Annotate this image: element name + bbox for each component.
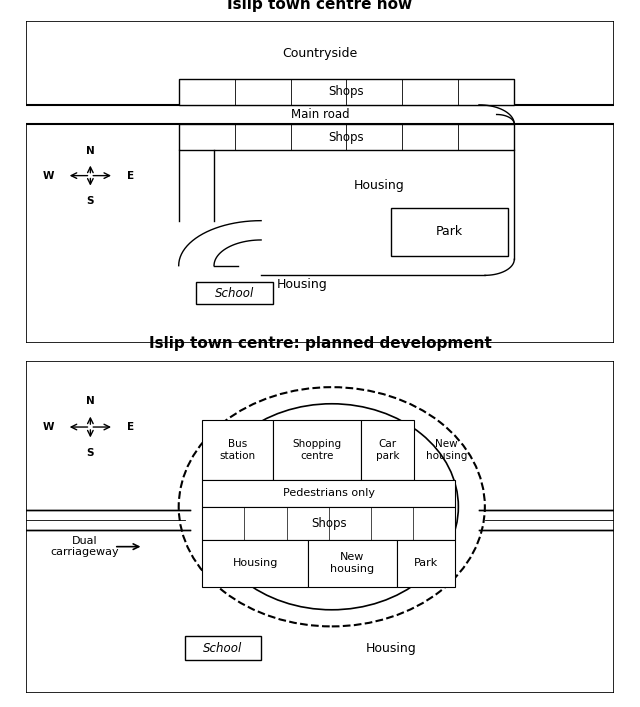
- Text: Park: Park: [414, 559, 438, 568]
- FancyBboxPatch shape: [196, 282, 273, 304]
- Text: Islip town centre now: Islip town centre now: [227, 0, 413, 11]
- FancyBboxPatch shape: [184, 636, 261, 660]
- Text: New
housing: New housing: [330, 552, 374, 574]
- Bar: [390, 208, 508, 256]
- Bar: [361, 421, 414, 480]
- Text: Shops: Shops: [311, 517, 347, 530]
- Text: E: E: [127, 422, 134, 432]
- Text: Countryside: Countryside: [282, 47, 358, 60]
- Text: N: N: [86, 146, 95, 156]
- Bar: [308, 540, 397, 587]
- Text: S: S: [86, 196, 94, 206]
- Bar: [202, 540, 308, 587]
- Text: Housing: Housing: [365, 641, 416, 655]
- Text: Pedestrians only: Pedestrians only: [283, 489, 375, 498]
- Text: Housing: Housing: [232, 559, 278, 568]
- Text: Islip town centre: planned development: Islip town centre: planned development: [148, 336, 492, 351]
- Text: N: N: [86, 397, 95, 407]
- Bar: [397, 540, 456, 587]
- Bar: [179, 79, 515, 105]
- Text: Main road: Main road: [291, 108, 349, 121]
- Bar: [202, 480, 456, 507]
- Text: S: S: [86, 448, 94, 457]
- Text: W: W: [42, 422, 54, 432]
- Text: Car
park: Car park: [376, 440, 399, 461]
- Bar: [179, 124, 515, 150]
- Text: Shopping
centre: Shopping centre: [292, 440, 342, 461]
- Text: E: E: [127, 170, 134, 180]
- Text: Park: Park: [436, 226, 463, 238]
- Text: Shops: Shops: [329, 86, 364, 98]
- Text: Housing: Housing: [277, 279, 328, 291]
- Ellipse shape: [205, 404, 458, 609]
- Bar: [202, 507, 456, 540]
- Bar: [273, 421, 361, 480]
- Text: Housing: Housing: [353, 179, 404, 192]
- Text: W: W: [42, 170, 54, 180]
- Text: Dual
carriageway: Dual carriageway: [50, 536, 119, 557]
- Text: Shops: Shops: [329, 131, 364, 144]
- Text: School: School: [204, 641, 243, 655]
- Bar: [202, 421, 273, 480]
- Text: New
housing: New housing: [426, 440, 467, 461]
- Text: Bus
station: Bus station: [220, 440, 255, 461]
- Text: School: School: [215, 286, 254, 300]
- Bar: [26, 105, 614, 124]
